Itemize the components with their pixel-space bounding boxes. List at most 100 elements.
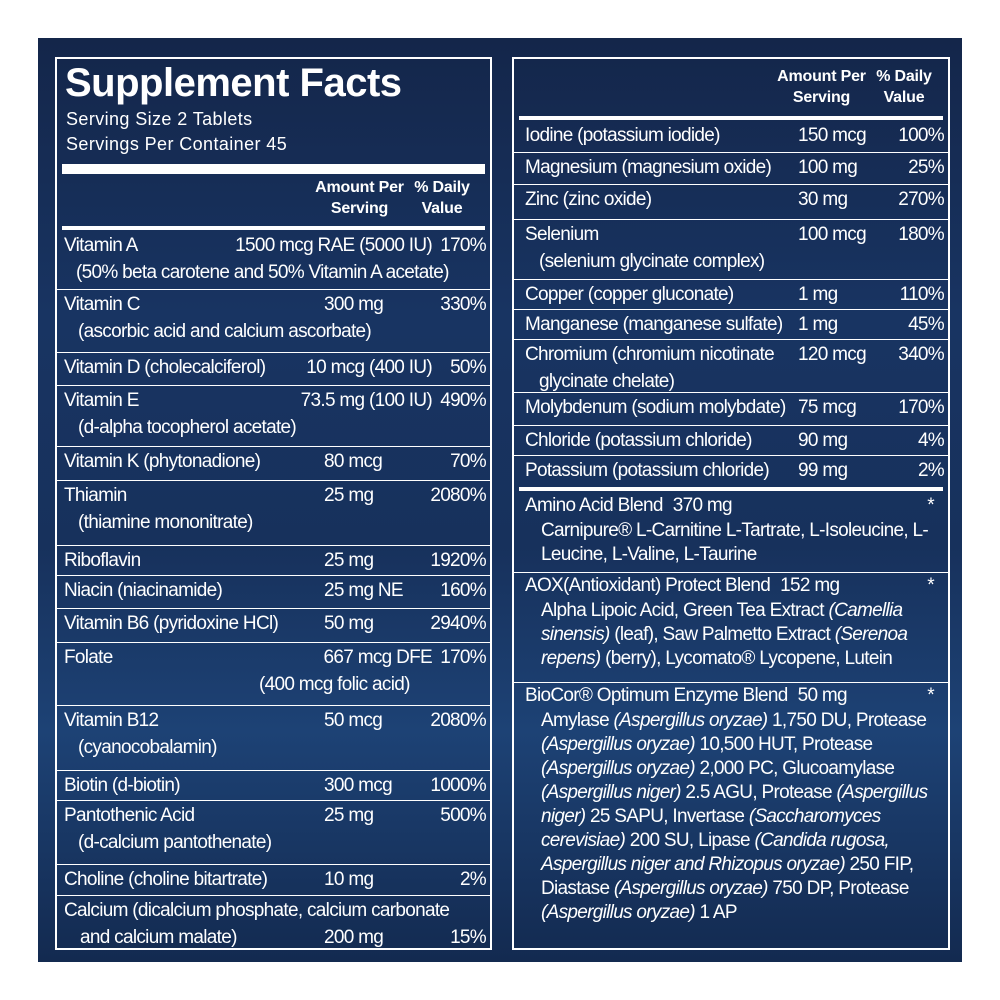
amount: 1 mg: [798, 314, 838, 335]
amount: 50 mcg: [324, 710, 383, 731]
amount: 80 mcg: [324, 451, 383, 472]
daily-value: 270%: [898, 189, 944, 210]
blend-amount: 152 mg: [780, 575, 840, 596]
nutrient-name: Riboflavin: [64, 550, 141, 571]
right-panel: Amount Per Serving % Daily Value Iodine …: [512, 57, 950, 950]
daily-value: 490%: [440, 390, 486, 411]
blend: Amino Acid Blend 370 mg * Carnipure® L-Carn…: [514, 492, 948, 573]
daily-value: 70%: [450, 451, 487, 472]
nutrient-name: Selenium: [525, 224, 599, 245]
blend-dv: *: [927, 495, 934, 516]
dv-header: % Daily Value: [876, 68, 932, 106]
italic-source: (Aspergillus oryzae): [541, 902, 696, 923]
nutrient-name: Vitamin D (cholecalciferol): [64, 357, 266, 378]
ingredient-text: 200 SU, Lipase: [625, 830, 755, 851]
amount: 25 mg: [324, 485, 374, 506]
amount: 100 mg: [798, 157, 858, 178]
italic-source: (Camellia sinensis): [541, 600, 903, 645]
serving-size: Serving Size 2 Tablets: [66, 109, 253, 129]
nutrient-row: Chloride (potassium chloride) 90 mg 4%: [514, 425, 948, 456]
daily-value: 170%: [440, 647, 486, 668]
nutrient-source: (400 mcg folic acid): [259, 674, 410, 695]
blend-dv: *: [927, 575, 934, 596]
daily-value: 180%: [898, 224, 944, 245]
amount: 50 mg: [324, 613, 374, 634]
daily-value: 170%: [440, 235, 486, 256]
italic-source: (Aspergillus oryzae): [541, 758, 696, 779]
italic-source: (Serenoa repens): [541, 624, 908, 669]
left-panel: Supplement Facts Serving Size 2 Tablets …: [55, 57, 492, 950]
amount: 10 mg: [324, 869, 374, 890]
nutrient-row: Niacin (niacinamide) 25 mg NE 160%: [57, 575, 490, 609]
amount: 667 mcg DFE: [323, 647, 433, 668]
nutrient-name: Choline (choline bitartrate): [64, 869, 268, 890]
daily-value: 1920%: [430, 550, 486, 571]
blend-dv: *: [927, 685, 934, 706]
amount: 300 mcg: [324, 775, 393, 796]
amount-header: Amount Per Serving: [315, 179, 404, 217]
blend-amount: 370 mg: [672, 495, 733, 516]
nutrient-source: (selenium glycinate complex): [539, 251, 765, 272]
ingredient-text: 1 AP: [694, 902, 737, 923]
daily-value: 2940%: [430, 613, 486, 634]
nutrient-row: Molybdenum (sodium molybdate) 75 mcg 170%: [514, 392, 948, 426]
ingredient-text: 10,500 HUT, Protease: [694, 734, 873, 755]
amount: 30 mg: [798, 189, 848, 210]
thick-rule: [62, 226, 485, 230]
nutrient-name: Vitamin K (phytonadione): [64, 451, 261, 472]
nutrient-row: Pantothenic Acid (d-calcium pantothenate)…: [57, 800, 490, 865]
daily-value: 50%: [450, 357, 487, 378]
daily-value: 170%: [898, 397, 944, 418]
ingredient-text: (leaf), Saw Palmetto Extract: [609, 624, 835, 645]
nutrient-name: Vitamin E: [64, 390, 139, 411]
nutrient-row: Biotin (d-biotin) 300 mcg 1000%: [57, 770, 490, 801]
daily-value: 1000%: [430, 775, 486, 796]
nutrient-row: Zinc (zinc oxide) 30 mg 270%: [514, 184, 948, 220]
nutrient-name: Magnesium (magnesium oxide): [525, 157, 772, 178]
nutrient-row: Riboflavin 25 mg 1920%: [57, 545, 490, 576]
blend-name: AOX(Antioxidant) Protect Blend: [525, 575, 771, 596]
dv-header: % Daily Value: [414, 179, 470, 217]
ingredient-text: Carnipure® L-Carnitine L-Tartrate, L-Iso…: [541, 520, 929, 565]
ingredient-text: 2.5 AGU, Protease: [680, 782, 837, 803]
ingredient-text: 25 SAPU, Invertase: [585, 806, 749, 827]
amount: 73.5 mg (100 IU): [300, 390, 433, 411]
nutrient-row: Vitamin B6 (pyridoxine HCl) 50 mg 2940%: [57, 608, 490, 643]
blend: AOX(Antioxidant) Protect Blend 152 mg * Alp…: [514, 572, 948, 683]
daily-value: 45%: [908, 314, 945, 335]
italic-source: (Aspergillus niger): [541, 782, 928, 827]
nutrient-name: Thiamin: [64, 485, 127, 506]
amount: 100 mcg: [798, 224, 867, 245]
nutrient-source: (cyanocobalamin): [78, 737, 217, 758]
amount: 25 mg: [324, 805, 374, 826]
nutrient-row: Thiamin (thiamine mononitrate) 25 mg 2080%: [57, 480, 490, 546]
nutrient-row: Magnesium (magnesium oxide) 100 mg 25%: [514, 152, 948, 185]
daily-value: 330%: [440, 294, 486, 315]
thick-rule: [519, 116, 943, 120]
amount: 1500 mcg RAE (5000 IU): [235, 235, 433, 256]
nutrient-row: Copper (copper gluconate) 1 mg 110%: [514, 279, 948, 310]
ingredient-text: 250 FIP, Diastase: [541, 854, 914, 899]
servings-per-container: Servings Per Container 45: [66, 134, 288, 154]
ingredient-text: Alpha Lipoic Acid, Green Tea Extract: [541, 600, 829, 621]
nutrient-row: Potassium (potassium chloride) 99 mg 2%: [514, 455, 948, 487]
ingredient-text: 1,750 DU, Protease: [767, 710, 927, 731]
nutrient-row: Selenium (selenium glycinate complex) 100 …: [514, 219, 948, 280]
nutrient-name: Manganese (manganese sulfate): [525, 314, 783, 335]
nutrient-row: Chromium (chromium nicotinate glycinate c…: [514, 339, 948, 393]
blend-amount: 50 mg: [797, 685, 848, 706]
nutrient-name: Vitamin C: [64, 294, 140, 315]
daily-value: 15%: [450, 927, 487, 948]
italic-source: (Aspergillus oryzae): [613, 710, 769, 731]
ingredient-text: Amylase: [541, 710, 614, 731]
nutrient-name: Folate: [64, 647, 113, 668]
nutrient-source: and calcium malate): [80, 927, 237, 948]
ingredient-text: (berry), Lycomato® Lycopene, Lutein: [600, 648, 893, 669]
nutrient-row: Manganese (manganese sulfate) 1 mg 45%: [514, 309, 948, 340]
amount: 10 mcg (400 IU): [306, 357, 432, 378]
daily-value: 340%: [898, 344, 944, 365]
blend: BioCor® Optimum Enzyme Blend 50 mg * Amylas…: [514, 682, 948, 948]
nutrient-source: (d-calcium pantothenate): [78, 832, 272, 853]
italic-source: (Saccharomyces cerevisiae): [541, 806, 881, 851]
